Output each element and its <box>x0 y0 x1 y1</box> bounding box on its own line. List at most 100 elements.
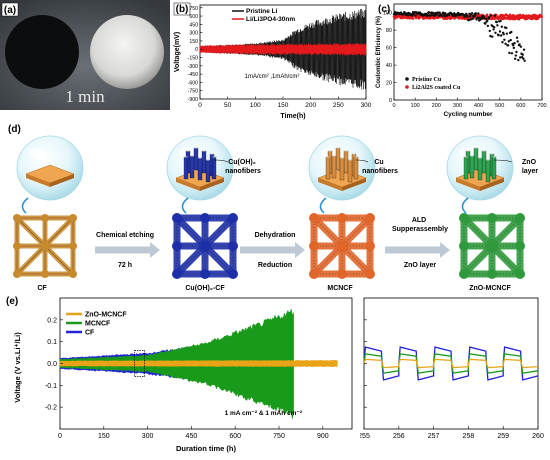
pillar-cap <box>492 156 496 158</box>
y-tick-label: 600 <box>189 14 198 20</box>
pillar-cap <box>326 156 330 158</box>
x-tick-label: 600 <box>229 433 241 440</box>
point-pristine-cu <box>499 19 502 23</box>
point-pristine-cu <box>501 41 504 44</box>
panel-d-label: (d) <box>8 124 21 135</box>
callout-line <box>213 159 229 163</box>
framework-node <box>337 213 347 223</box>
framework-node <box>200 241 210 251</box>
x-tick-label: 250 <box>333 102 344 109</box>
x-tick-label: 0 <box>392 103 395 109</box>
y-tick-label: 300 <box>189 31 198 37</box>
legend-coated-li: Li/Li3PO4-30nm <box>246 16 295 23</box>
y-tick-label: 40 <box>386 63 392 69</box>
nanofiber-zno <box>477 157 483 181</box>
framework-node <box>172 213 182 223</box>
point-pristine-cu <box>507 40 511 43</box>
zoom-box <box>134 350 146 377</box>
x-tick-label: 450 <box>186 433 198 440</box>
point-coated-cu <box>396 15 399 19</box>
arrow1-top: Chemical etching <box>96 232 154 239</box>
framework-node <box>309 269 319 279</box>
x-tick-label: 100 <box>411 103 420 109</box>
pillar-cap <box>340 157 344 159</box>
callout-cu: Cu nanofibers <box>362 159 398 175</box>
framework-node <box>228 269 238 279</box>
y-tick-label: 150 <box>189 39 198 45</box>
point-pristine-cu <box>513 42 516 45</box>
framework-node <box>13 242 21 250</box>
y-axis-title: Voltage (V vs.Li⁺/Li) <box>13 332 22 403</box>
nanofiber-zno <box>463 156 469 180</box>
point-pristine-cu <box>517 58 520 62</box>
point-pristine-cu <box>469 18 472 21</box>
framework-node <box>515 241 525 251</box>
pillar-cap <box>336 147 340 149</box>
plot-frame <box>363 297 539 430</box>
point-pristine-cu <box>497 34 500 37</box>
point-pristine-cu <box>498 30 502 33</box>
callout-line <box>355 159 369 163</box>
nanofiber-cu <box>353 156 359 180</box>
framework-node <box>337 241 347 251</box>
x-tick-label: 50 <box>224 102 232 109</box>
pillar-cap <box>352 153 356 155</box>
point-pristine-cu <box>508 51 511 55</box>
x-tick-label: 256 <box>393 433 405 440</box>
framework-node <box>487 241 497 251</box>
substrate-side <box>480 178 504 191</box>
framework-node <box>515 213 525 223</box>
x-tick-label: 750 <box>273 433 285 440</box>
point-pristine-cu <box>467 18 471 22</box>
panel-e-svg: (e) 0 150 300 450 600 750 900 -0.2 -0.1 0.0 0.1 0.2… <box>6 296 353 453</box>
up-arrow <box>21 197 29 214</box>
framework-node <box>487 269 497 279</box>
panel-c-label: (c) <box>378 4 390 15</box>
point-coated-cu <box>485 13 489 17</box>
nanofiber-cuoh <box>183 156 189 180</box>
framework-node <box>172 241 182 251</box>
black-disc <box>5 15 79 89</box>
panel-c-svg: (c) 0 100 200 300 400 500 600 700 0 20 40 60 80 100 Cy… <box>376 3 547 118</box>
nanofiber-zno <box>469 155 475 179</box>
framework-node <box>365 213 375 223</box>
point-pristine-cu <box>444 12 447 15</box>
x-tick-label: 300 <box>453 103 462 109</box>
point-pristine-cu <box>482 16 486 19</box>
substrate-side <box>342 178 366 191</box>
nanofiber-cuoh <box>211 156 217 180</box>
arrow3-top: ALD Supperassembly <box>392 217 448 233</box>
x-tick-label: 257 <box>428 433 440 440</box>
y-tick-label: -300 <box>188 64 198 70</box>
pillar-cap <box>328 150 332 152</box>
y-axis-title: Coulombic Efficiency (%) <box>376 16 382 88</box>
callout-cuoh: Cu(OH)₂ nanofibers <box>225 159 261 175</box>
framework-node <box>172 269 182 279</box>
legend-mcncf: MCNCF <box>85 321 111 328</box>
substrate-side <box>318 178 342 191</box>
point-pristine-cu <box>427 11 431 14</box>
x-tick-label: 255 <box>360 433 370 440</box>
panel-d-schematic: (d) CF Cu(OH)₂-CF MCNCF ZnO-MCNCF Cu(OH)… <box>0 118 550 296</box>
panel-b-condition: 1mA/cm² ,1mAh/cm² <box>245 74 300 80</box>
point-pristine-cu <box>522 57 525 60</box>
framework-node <box>13 214 21 222</box>
point-pristine-cu <box>473 14 477 17</box>
nanofiber-cuoh <box>197 157 203 181</box>
point-pristine-cu <box>489 34 492 38</box>
x-tick-label: 500 <box>495 103 504 109</box>
point-pristine-cu <box>466 15 469 19</box>
x-tick-label: 260 <box>532 433 544 440</box>
callout-zno: ZnO layer <box>522 159 539 175</box>
pillar-cap <box>348 159 352 161</box>
arrow-head <box>150 242 160 258</box>
substrate-side <box>50 174 74 187</box>
point-pristine-cu <box>435 13 439 16</box>
pillar-cap <box>212 156 216 158</box>
time-caption: 1 min <box>65 87 105 106</box>
point-pristine-cu <box>518 43 521 46</box>
y-tick-label: -600 <box>188 80 198 86</box>
point-pristine-cu <box>474 12 478 15</box>
nanofiber-cuoh <box>201 150 207 174</box>
nanofiber-cu <box>331 155 337 179</box>
